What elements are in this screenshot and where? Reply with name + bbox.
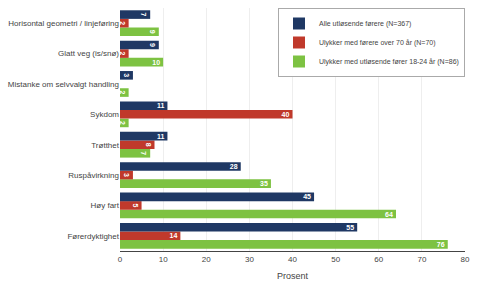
svg-text:70: 70 (417, 255, 426, 264)
svg-text:11: 11 (157, 133, 165, 140)
svg-text:9: 9 (149, 30, 156, 34)
svg-text:9: 9 (149, 43, 156, 47)
svg-text:45: 45 (303, 193, 311, 200)
svg-text:7: 7 (140, 13, 147, 17)
svg-text:8: 8 (145, 143, 152, 147)
svg-text:7: 7 (140, 151, 147, 155)
svg-text:Ulykker med førere over 70 år: Ulykker med førere over 70 år (N=70) (319, 39, 436, 47)
svg-text:Sykdom: Sykdom (90, 110, 119, 119)
svg-text:14: 14 (169, 232, 177, 239)
svg-text:20: 20 (202, 255, 211, 264)
svg-text:55: 55 (346, 224, 354, 231)
svg-text:3: 3 (123, 173, 130, 177)
svg-text:Glatt veg (is/snø): Glatt veg (is/snø) (58, 49, 119, 58)
svg-text:30: 30 (245, 255, 254, 264)
svg-text:Alle utløsende førere (N=367): Alle utløsende førere (N=367) (319, 20, 411, 28)
svg-text:64: 64 (385, 211, 393, 218)
svg-text:Horisontal geometri / linjefør: Horisontal geometri / linjeføring (8, 19, 119, 28)
svg-text:Mistanke om selvvalgt handling: Mistanke om selvvalgt handling (8, 80, 119, 89)
svg-text:40: 40 (288, 255, 297, 264)
svg-text:Høy fart: Høy fart (91, 201, 120, 210)
svg-text:40: 40 (282, 111, 290, 118)
svg-text:10: 10 (159, 255, 168, 264)
svg-text:28: 28 (230, 163, 238, 170)
svg-text:Førerdyktighet: Førerdyktighet (67, 232, 119, 241)
svg-text:2: 2 (119, 52, 126, 56)
svg-text:50: 50 (331, 255, 340, 264)
svg-text:2: 2 (119, 121, 126, 125)
svg-text:2: 2 (119, 91, 126, 95)
svg-text:0: 0 (118, 255, 123, 264)
svg-text:2: 2 (119, 21, 126, 25)
svg-text:5: 5 (132, 203, 139, 207)
svg-text:3: 3 (123, 73, 130, 77)
svg-text:10: 10 (152, 59, 160, 66)
svg-text:Ruspåvirkning: Ruspåvirkning (68, 171, 119, 180)
svg-text:80: 80 (461, 255, 470, 264)
svg-text:Ulykker med utløsende fører 18: Ulykker med utløsende fører 18-24 år (N=… (319, 58, 459, 66)
svg-text:Prosent: Prosent (277, 271, 309, 281)
svg-text:76: 76 (437, 241, 445, 248)
svg-text:Trøtthet: Trøtthet (91, 140, 119, 149)
svg-text:35: 35 (260, 180, 268, 187)
svg-text:11: 11 (157, 102, 165, 109)
svg-text:60: 60 (374, 255, 383, 264)
